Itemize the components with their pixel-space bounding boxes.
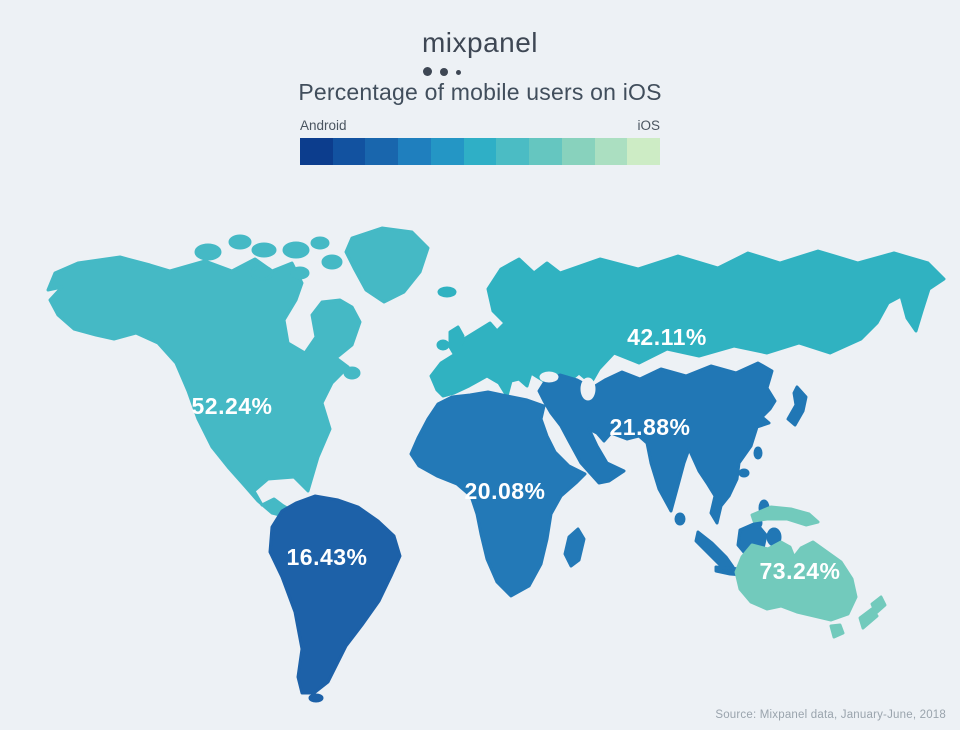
region-south-america	[268, 494, 402, 703]
region-africa	[409, 390, 587, 598]
legend-color-segment	[529, 138, 562, 165]
legend-color-segment	[561, 138, 595, 165]
caspian-sea	[580, 377, 596, 401]
region-north-america	[46, 226, 430, 519]
legend-color-segment	[332, 138, 366, 165]
legend-color-segment	[398, 138, 431, 165]
black-sea	[539, 371, 559, 383]
legend-color-segment	[300, 138, 333, 165]
label-north-america: 52.24%	[191, 393, 272, 419]
legend-label-android: Android	[300, 118, 347, 133]
legend-color-segment	[430, 138, 464, 165]
legend-color-segment	[594, 138, 628, 165]
legend-bar	[300, 138, 661, 165]
label-asia: 21.88%	[609, 414, 690, 440]
region-europe-russia	[429, 249, 946, 398]
region-oceania	[734, 505, 887, 639]
label-europe-russia: 42.11%	[627, 324, 707, 350]
logo-dots-icon	[422, 58, 469, 76]
legend-color-segment	[627, 138, 661, 165]
label-oceania: 73.24%	[759, 558, 840, 584]
label-south-america: 16.43%	[286, 544, 367, 570]
color-scale-legend: Android iOS	[300, 118, 661, 165]
logo-wordmark: mixpanel	[421, 27, 539, 58]
source-note: Source: Mixpanel data, January-June, 201…	[715, 709, 946, 721]
legend-color-segment	[496, 138, 530, 165]
legend-color-segment	[365, 138, 399, 165]
legend-label-ios: iOS	[637, 118, 660, 133]
world-choropleth-map: 52.24% 16.43% 42.11% 20.08% 21.88% 73.24…	[46, 226, 946, 703]
mixpanel-logo: mixpanel	[0, 27, 960, 76]
legend-color-segment	[463, 138, 497, 165]
page-title: Percentage of mobile users on iOS	[298, 79, 662, 105]
label-africa: 20.08%	[464, 478, 545, 504]
